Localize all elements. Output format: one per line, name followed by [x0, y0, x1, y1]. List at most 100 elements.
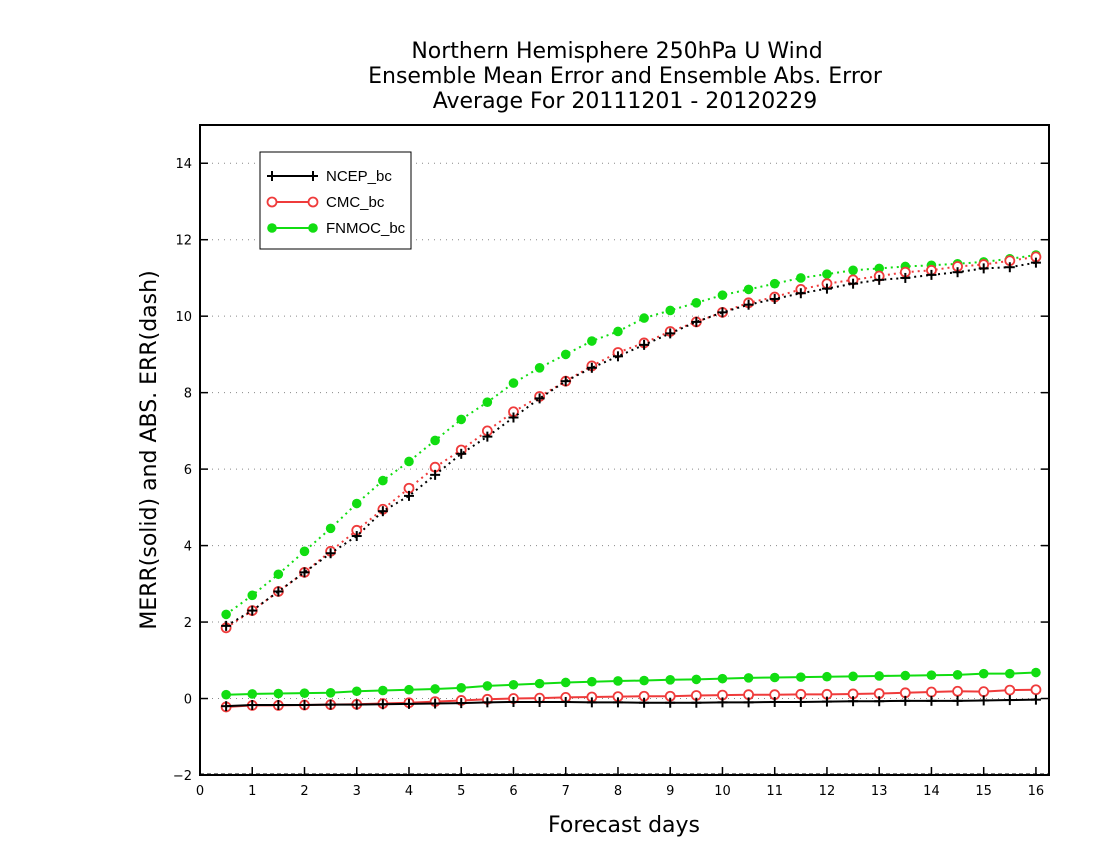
plus-marker [456, 698, 467, 709]
legend-entry-fnmoc-bc: FNMOC_bc [267, 220, 406, 237]
plus-marker [926, 269, 937, 280]
dot-marker [508, 378, 519, 388]
dot-marker [900, 670, 911, 681]
dot-marker [456, 414, 467, 425]
dot-marker [665, 674, 676, 685]
plus-marker [325, 548, 336, 559]
dot-marker [613, 326, 623, 337]
plus-marker [821, 283, 832, 294]
plus-marker [221, 620, 232, 631]
dot-marker [639, 313, 649, 323]
dot-marker [874, 263, 884, 274]
chart-title-line-2: Ensemble Mean Error and Ensemble Abs. Er… [368, 64, 883, 89]
plus-marker [267, 171, 277, 181]
series-line-abs-fnmoc-bc [225, 254, 1037, 616]
plus-marker [299, 567, 310, 578]
x-tick-label: 4 [405, 784, 413, 799]
x-tick-label: 15 [975, 784, 992, 799]
plus-marker [586, 697, 597, 708]
plus-marker [848, 696, 859, 707]
dot-marker [796, 273, 806, 283]
x-tick-label: 6 [509, 784, 517, 799]
circle-marker [926, 686, 937, 698]
plus-marker [1004, 695, 1015, 706]
plus-marker [978, 263, 989, 274]
y-tick-label: 10 [175, 310, 192, 325]
plus-marker [952, 267, 963, 278]
plus-marker [639, 697, 650, 708]
plus-marker [612, 351, 623, 362]
plus-marker [273, 700, 284, 711]
dot-marker [430, 435, 440, 446]
plus-marker [456, 448, 467, 459]
legend-label: CMC_bc [326, 194, 385, 211]
plus-marker [952, 695, 963, 706]
dot-marker [308, 223, 318, 233]
x-axis-label: Forecast days [548, 813, 700, 838]
plus-marker [430, 469, 441, 480]
dot-marker [743, 673, 754, 683]
x-tick-label: 14 [923, 784, 940, 799]
dot-marker [848, 671, 858, 682]
plus-marker [430, 698, 441, 709]
legend-label: FNMOC_bc [326, 220, 406, 237]
dot-marker [267, 223, 277, 233]
x-tick-label: 2 [300, 784, 308, 799]
y-tick-label: 12 [175, 234, 192, 249]
circle-marker [952, 685, 963, 697]
plot-series [220, 250, 1042, 713]
plot-frame [199, 124, 1050, 776]
plus-marker [743, 697, 754, 708]
dot-marker [299, 546, 310, 557]
plus-marker [900, 272, 911, 283]
series-line-abs-cmc-bc [225, 255, 1037, 629]
plus-marker [665, 697, 676, 708]
plus-marker [508, 412, 519, 423]
y-tick-label: 0 [184, 693, 192, 708]
dot-marker [1031, 667, 1041, 678]
dot-marker [848, 265, 858, 276]
x-tick-label: 12 [819, 784, 836, 799]
plus-marker [874, 274, 885, 285]
dot-marker [587, 336, 597, 346]
dot-marker [639, 675, 649, 686]
x-tick-label: 10 [714, 784, 731, 799]
plus-marker [743, 299, 754, 310]
plus-marker [560, 376, 571, 387]
series-line-merr-ncep-bc [226, 698, 1036, 708]
y-tick-label: −2 [173, 769, 192, 784]
plus-marker [769, 293, 780, 304]
series-points-cmc-bc [220, 251, 1042, 713]
plus-marker [247, 700, 258, 711]
y-tick-label: 8 [184, 387, 192, 402]
dot-marker [743, 284, 754, 295]
y-tick-label: 2 [184, 616, 192, 631]
circle-marker [307, 196, 319, 208]
dot-marker [534, 678, 545, 689]
plus-marker [351, 531, 362, 542]
plus-marker [247, 605, 258, 616]
chart-title-line-1: Northern Hemisphere 250hPa U Wind [411, 39, 822, 64]
dot-marker [430, 684, 440, 694]
plus-marker [717, 697, 728, 708]
dot-marker [717, 290, 728, 300]
plus-marker [403, 698, 414, 709]
legend-box [259, 151, 412, 250]
plus-marker [325, 699, 336, 710]
dot-marker [351, 686, 362, 697]
dot-marker [273, 688, 284, 699]
dot-marker [560, 677, 571, 688]
x-tick-label: 3 [353, 784, 361, 799]
dot-marker [404, 684, 414, 695]
dot-marker [613, 676, 623, 686]
dot-marker [952, 670, 963, 680]
legend-entry-cmc-bc: CMC_bc [266, 194, 385, 211]
series-line-abs-ncep-bc [225, 261, 1037, 627]
x-tick-label: 9 [666, 784, 674, 799]
dot-marker [351, 498, 362, 509]
plus-marker [848, 278, 859, 289]
dot-marker [508, 679, 519, 690]
plus-marker [691, 316, 702, 327]
dot-marker [221, 689, 231, 700]
